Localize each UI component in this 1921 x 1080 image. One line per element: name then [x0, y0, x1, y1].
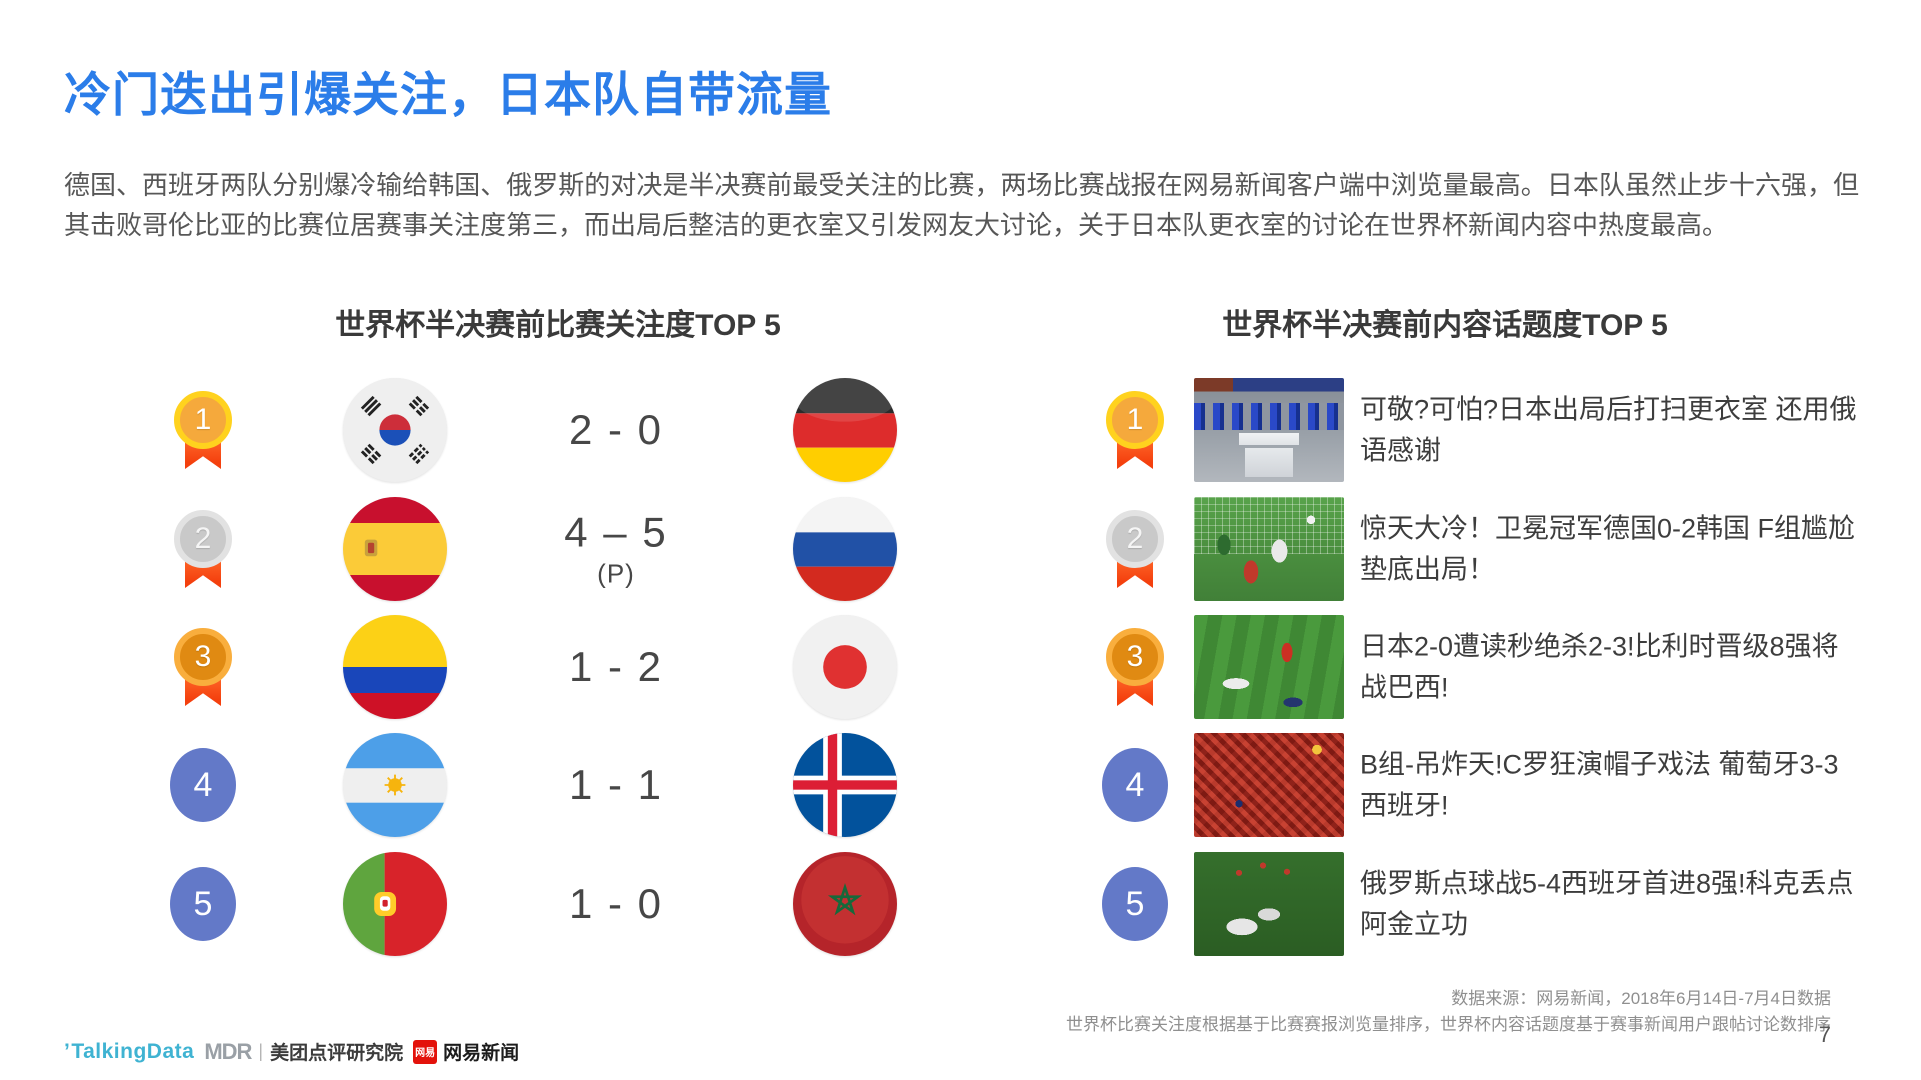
match-row-5: 5 1 - 0 — [0, 845, 1921, 963]
news-headline: 日本2-0遭读秒绝杀2-3!比利时晋级8强将战巴西! — [1360, 631, 1839, 703]
news-row-5: 5 俄罗斯点球战5-4西班牙首进8强!科克丢点阿金立功 — [0, 845, 1921, 963]
rank-number: 3 — [174, 628, 232, 686]
flag-south-korea-icon — [343, 378, 447, 482]
news-headline: 可敬?可怕?日本出局后打扫更衣室 还用俄语感谢 — [1360, 394, 1857, 466]
rank-number: 4 — [170, 748, 236, 822]
rank-number: 5 — [170, 867, 236, 941]
match-row-1: 1 2 - 0 — [0, 371, 1921, 489]
rank-1-medal-icon: 1 — [167, 391, 239, 469]
news-row-3: 3 日本2-0遭读秒绝杀2-3!比利时晋级8强将战巴西! — [0, 608, 1921, 726]
source-line-2: 世界杯比赛关注度根据基于比赛赛报浏览量排序，世界杯内容话题度基于赛事新闻用户跟帖… — [1066, 1015, 1831, 1035]
match-score: 1 - 2 — [568, 643, 664, 690]
match-score: 2 - 0 — [568, 406, 664, 453]
rank-4-medal-icon: 4 — [1099, 748, 1171, 822]
news-row-1: 1 可敬?可怕?日本出局后打扫更衣室 还用俄语感谢 — [0, 371, 1921, 489]
match-row-3: 3 1 - 2 — [0, 608, 1921, 726]
logo-divider: | — [258, 1041, 264, 1061]
news-thumbnail-goal-scene — [1194, 497, 1344, 601]
rank-5-medal-icon: 5 — [1099, 867, 1171, 941]
rank-2-medal-icon: 2 — [167, 510, 239, 588]
source-line-1: 数据来源：网易新闻，2018年6月14日-7月4日数据 — [1451, 989, 1831, 1008]
netease-news-label: 网易新闻 — [443, 1043, 520, 1064]
news-headline: 惊天大冷！卫冕冠军德国0-2韩国 F组尴尬垫底出局！ — [1360, 513, 1856, 585]
match-score: 1 - 1 — [568, 761, 664, 808]
rank-number: 2 — [174, 510, 232, 568]
news-thumbnail-players-pitch — [1194, 615, 1344, 719]
page-number: 7 — [1818, 1022, 1831, 1047]
news-row-4: 4 B组-吊炸天!C罗狂演帽子戏法 葡萄牙3-3西班牙! — [0, 726, 1921, 844]
rank-number: 2 — [1106, 510, 1164, 568]
news-row-2: 2 惊天大冷！卫冕冠军德国0-2韩国 F组尴尬垫底出局！ — [0, 490, 1921, 608]
netease-logo-icon: 网易 — [413, 1039, 438, 1064]
rank-number: 4 — [1102, 748, 1168, 822]
page-title: 冷门迭出引爆关注，日本队自带流量 — [64, 68, 832, 121]
news-headline: B组-吊炸天!C罗狂演帽子戏法 葡萄牙3-3西班牙! — [1360, 749, 1839, 821]
rank-number: 5 — [1102, 867, 1168, 941]
mdr-logo: MDR — [204, 1038, 252, 1064]
footer-logos: TalkingData MDR | 美团点评研究院 网易 网易新闻 — [64, 1038, 519, 1065]
news-thumbnail-locker-room — [1194, 378, 1344, 482]
match-row-4: 4 1 - 1 — [0, 726, 1921, 844]
talkingdata-logo: TalkingData — [64, 1040, 194, 1064]
meituan-dianping-research-label: 美团点评研究院 — [270, 1043, 404, 1064]
news-headline: 俄罗斯点球战5-4西班牙首进8强!科克丢点阿金立功 — [1360, 868, 1854, 940]
penalty-note: (P) — [597, 558, 635, 589]
rank-number: 3 — [1106, 628, 1164, 686]
rank-5-medal-icon: 5 — [167, 867, 239, 941]
flag-morocco-icon — [793, 852, 897, 956]
flag-japan-icon — [793, 615, 897, 719]
rank-1-medal-icon: 1 — [1099, 391, 1171, 469]
match-score: 4 – 5 (P) — [500, 509, 732, 590]
rank-3-medal-icon: 3 — [1099, 628, 1171, 706]
rank-2-medal-icon: 2 — [1099, 510, 1171, 588]
right-panel-heading: 世界杯半决赛前内容话题度TOP 5 — [1222, 309, 1668, 342]
match-row-2: 2 4 – 5 (P) — [0, 490, 1921, 608]
rank-3-medal-icon: 3 — [167, 628, 239, 706]
rank-4-medal-icon: 4 — [167, 748, 239, 822]
match-score: 1 - 0 — [568, 880, 664, 927]
data-source-note: 数据来源：网易新闻，2018年6月14日-7月4日数据 世界杯比赛关注度根据基于… — [1066, 986, 1831, 1039]
news-thumbnail-fans — [1194, 733, 1344, 837]
rank-number: 1 — [174, 391, 232, 449]
news-thumbnail-celebration — [1194, 852, 1344, 956]
intro-paragraph: 德国、西班牙两队分别爆冷输给韩国、俄罗斯的对决是半决赛前最受关注的比赛，两场比赛… — [64, 170, 1859, 240]
left-panel-heading: 世界杯半决赛前比赛关注度TOP 5 — [335, 309, 781, 342]
rank-number: 1 — [1106, 391, 1164, 449]
flag-argentina-icon — [343, 733, 447, 837]
flag-iceland-icon — [793, 733, 897, 837]
